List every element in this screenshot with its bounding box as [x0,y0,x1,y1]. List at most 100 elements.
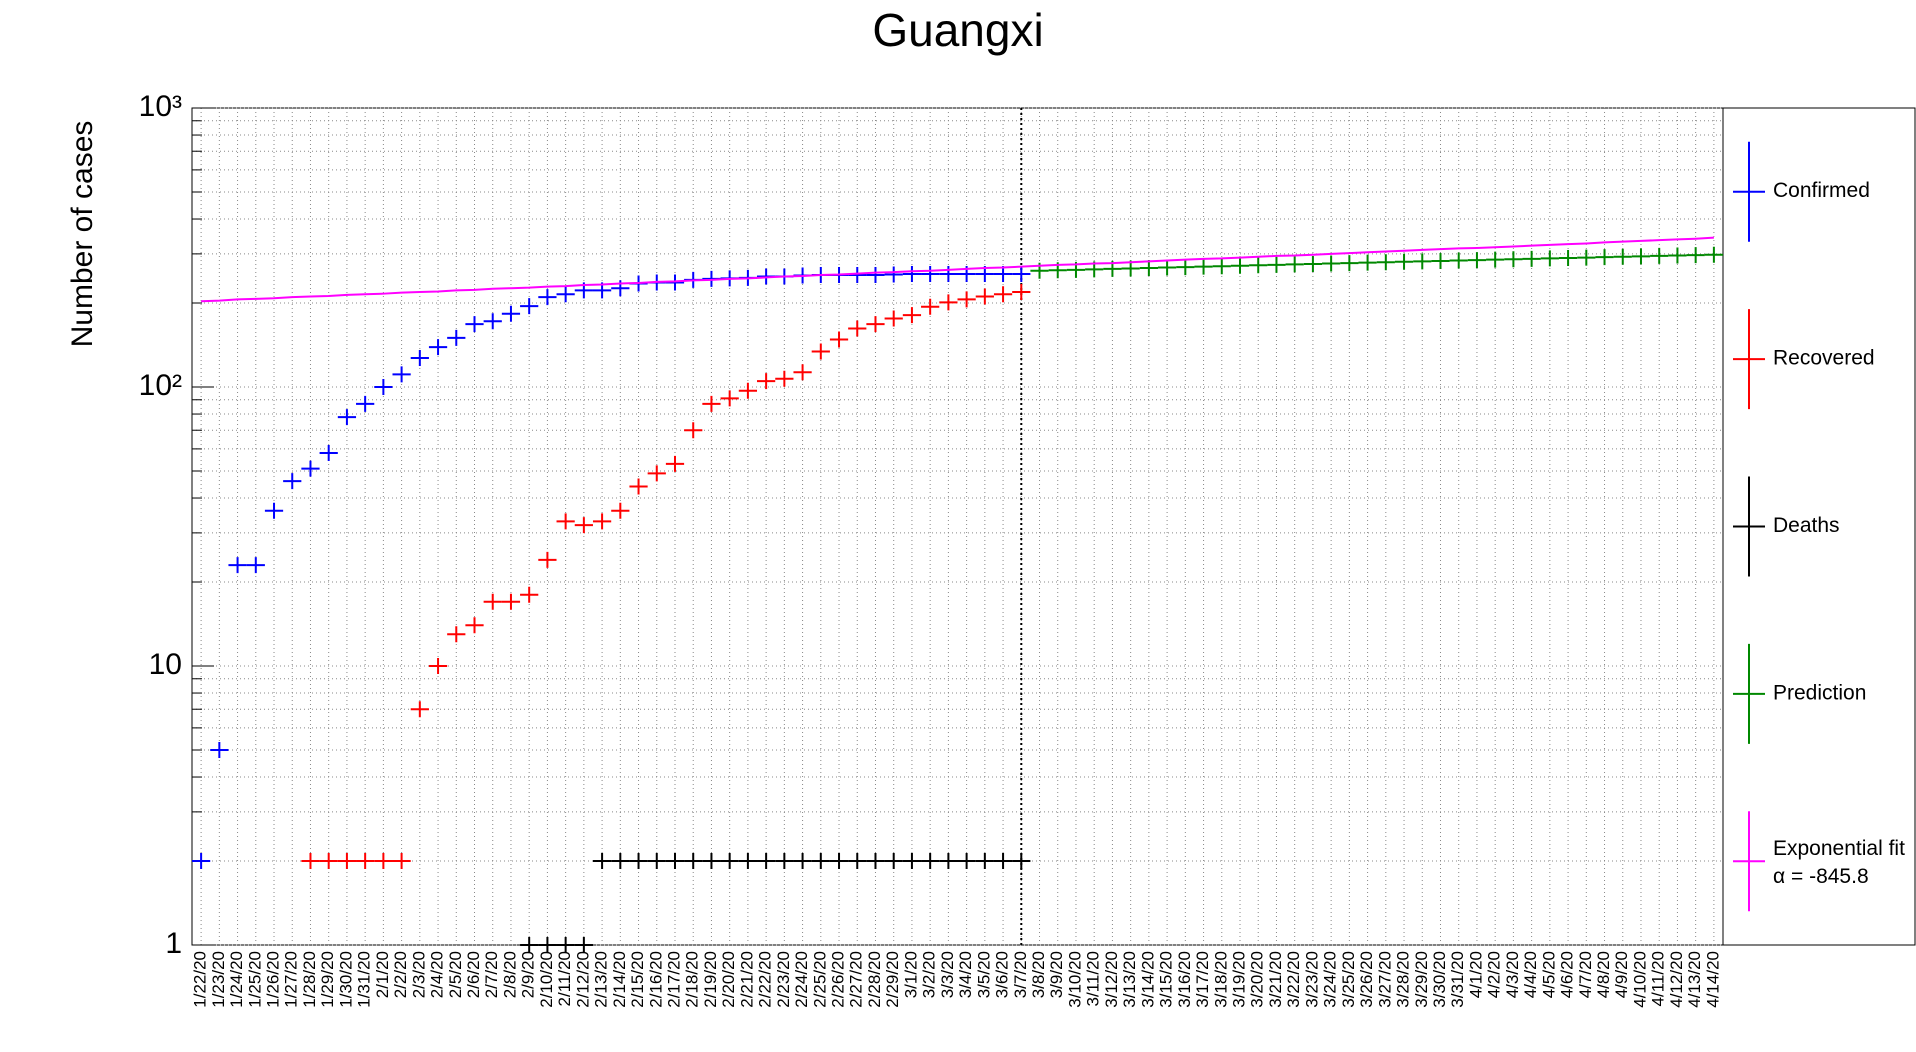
data-point [993,286,1013,303]
x-tick-label: 2/24/20 [792,951,811,1008]
data-point [501,593,521,610]
data-point [465,617,484,634]
x-tick-label: 3/5/20 [974,951,993,998]
x-tick-label: 2/5/20 [446,951,465,998]
data-point [592,853,612,870]
data-point [556,286,575,303]
data-point [192,853,211,870]
data-point [866,267,885,284]
data-point [793,364,812,381]
x-tick-label: 2/17/20 [664,951,683,1008]
data-point [921,298,940,315]
data-point [264,502,284,519]
data-point [1230,257,1250,274]
x-tick-label: 3/16/20 [1175,951,1194,1008]
data-point [1249,257,1268,274]
x-tick-label: 3/22/20 [1284,951,1303,1008]
data-point [465,316,484,333]
data-point [1668,247,1687,264]
legend-symbol [1733,309,1765,410]
x-tick-label: 2/29/20 [883,951,902,1008]
x-tick-label: 3/6/20 [993,951,1012,998]
data-point [921,853,940,870]
data-point [1504,251,1523,268]
x-tick-label: 4/14/20 [1703,951,1722,1008]
data-point [647,465,666,482]
x-tick-label: 3/27/20 [1375,951,1394,1008]
x-tick-label: 1/29/20 [318,951,337,1008]
data-point [1650,247,1669,264]
data-point [975,288,994,305]
x-tick-label: 2/26/20 [829,951,848,1008]
data-point [410,701,429,718]
data-point [447,626,466,643]
legend-symbol [1733,141,1765,242]
x-tick-label: 3/29/20 [1412,951,1431,1008]
data-point [1176,259,1195,276]
data-point [1431,252,1450,269]
x-tick-label: 3/21/20 [1266,951,1285,1008]
data-point [775,370,794,387]
data-point [1322,255,1341,272]
data-point [1267,256,1286,273]
data-point [793,853,812,870]
x-tick-label: 2/28/20 [865,951,884,1008]
x-tick-label: 4/10/20 [1630,951,1649,1008]
data-point [957,853,976,870]
data-point [1157,259,1177,276]
x-tick-label: 2/1/20 [373,951,392,998]
data-point [902,307,922,324]
data-point [574,937,593,953]
x-tick-label: 3/23/20 [1302,951,1321,1008]
data-point [993,266,1013,283]
data-point [228,557,247,574]
y-axis-label: Number of cases [66,121,99,348]
x-tick-label: 2/12/20 [573,951,592,1008]
x-tick-label: 3/24/20 [1321,951,1340,1008]
data-point [1285,256,1304,273]
data-point [520,937,539,953]
y-tick-label: 10 [149,648,182,681]
data-point [921,266,940,283]
x-tick-label: 2/8/20 [500,951,519,998]
data-point [1413,253,1432,270]
data-point [848,267,867,284]
plot-frame [191,107,1724,946]
x-tick-label: 3/31/20 [1448,951,1467,1008]
data-point [392,853,411,870]
data-point [629,853,648,870]
y-tick-label: 10² [139,369,182,402]
x-tick-label: 4/1/20 [1466,951,1485,998]
x-tick-label: 2/21/20 [737,951,756,1008]
x-tick-label: 2/15/20 [628,951,647,1008]
x-tick-label: 2/11/20 [555,951,574,1006]
data-point [702,853,721,870]
x-tick-label: 2/20/20 [719,951,738,1008]
x-tick-label: 3/13/20 [1120,951,1139,1008]
data-point [556,513,575,530]
data-point [483,593,502,610]
data-point [757,373,776,390]
x-tick-label: 3/8/20 [1029,951,1048,998]
x-tick-label: 4/8/20 [1594,951,1613,998]
x-tick-label: 1/28/20 [300,951,319,1008]
data-point [738,853,758,870]
data-point [520,586,539,603]
data-point [428,339,448,356]
x-tick-label: 2/27/20 [847,951,866,1008]
data-point [1212,258,1231,275]
data-point [1467,252,1487,269]
data-point [629,478,648,495]
legend-symbol [1733,643,1765,744]
data-point [1358,254,1377,271]
data-point [301,460,320,477]
data-point [829,331,849,348]
x-tick-label: 1/31/20 [355,951,374,1008]
x-tick-label: 1/22/20 [191,951,210,1008]
x-tick-label: 4/9/20 [1612,951,1631,998]
data-point [483,313,502,330]
x-tick-label: 3/7/20 [1011,951,1030,998]
data-point [1558,249,1578,266]
data-point [1012,853,1031,870]
